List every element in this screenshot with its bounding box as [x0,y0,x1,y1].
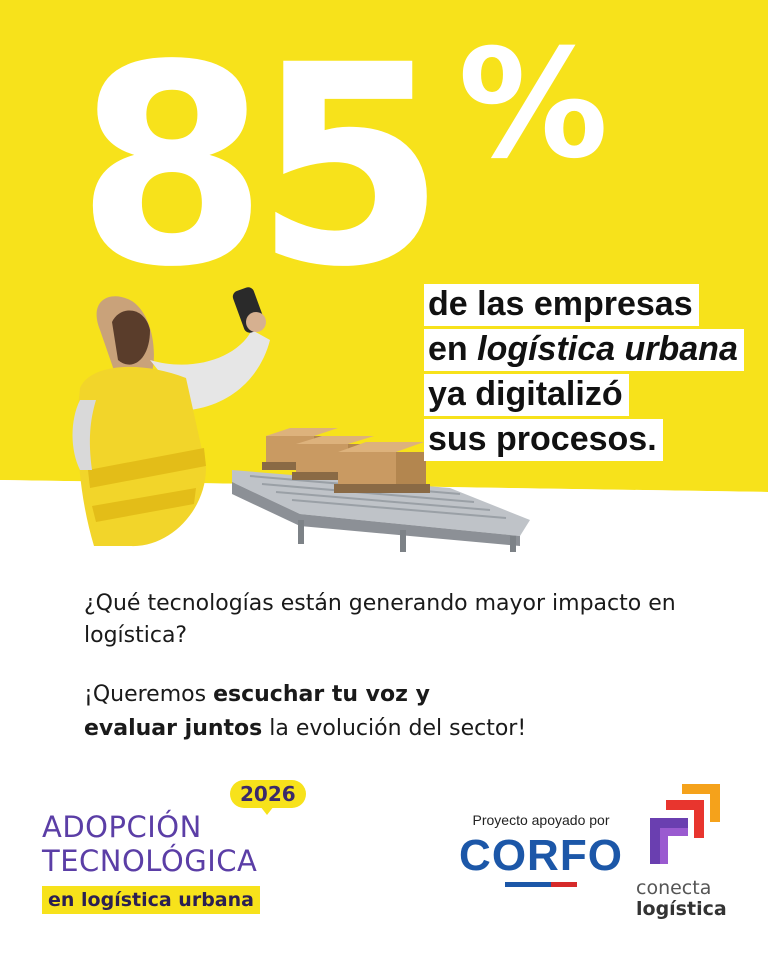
sponsor-caption: Proyecto apoyado por [472,812,610,828]
conecta-line-1: conecta [636,877,712,899]
cardboard-boxes [262,428,430,493]
worker-illustration [72,287,270,547]
invite-text-1: ¡Queremos [84,682,214,707]
conecta-logo-icon [650,784,720,864]
headline-line-4: sus procesos. [424,419,663,461]
campaign-subtitle: en logística urbana [42,886,260,914]
conveyor-illustration [232,428,530,552]
invite-bold-1: escuchar tu voz y [213,682,430,707]
conecta-logistica-logo: conecta logística [636,778,736,920]
invite-text-2: la evolución del sector! [262,716,527,741]
stat-number: 85 [76,7,446,328]
conecta-wordmark: conecta logística [636,878,736,920]
conecta-line-2: logística [636,898,727,920]
year-badge: 2026 [230,780,306,808]
campaign-logo: 2026 ADOPCIÓN TECNOLÓGICA en logística u… [42,780,342,920]
corfo-wordmark: CORFO [459,831,623,880]
headline-line-2-italic: logística urbana [477,330,738,368]
year-badge-tail [260,806,274,815]
headline-line-1: de las empresas [424,284,699,326]
campaign-title: ADOPCIÓN TECNOLÓGICA [42,810,257,878]
headline-line-2-prefix: en [428,330,478,368]
stat-headline: de las empresas en logística urbana ya d… [424,284,744,464]
corfo-flag-bar [505,882,577,887]
percent-symbol: % [458,18,608,192]
campaign-title-line-2: TECNOLÓGICA [42,844,258,878]
survey-invitation: ¡Queremos escuchar tu voz y evaluar junt… [84,678,724,746]
campaign-title-line-1: ADOPCIÓN [42,810,202,844]
headline-line-3: ya digitalizó [424,374,629,416]
corfo-logo: Proyecto apoyado por CORFO [456,812,626,887]
survey-question: ¿Qué tecnologías están generando mayor i… [84,591,676,648]
headline-line-2: en logística urbana [424,329,744,371]
invite-bold-2: evaluar juntos [84,716,263,741]
